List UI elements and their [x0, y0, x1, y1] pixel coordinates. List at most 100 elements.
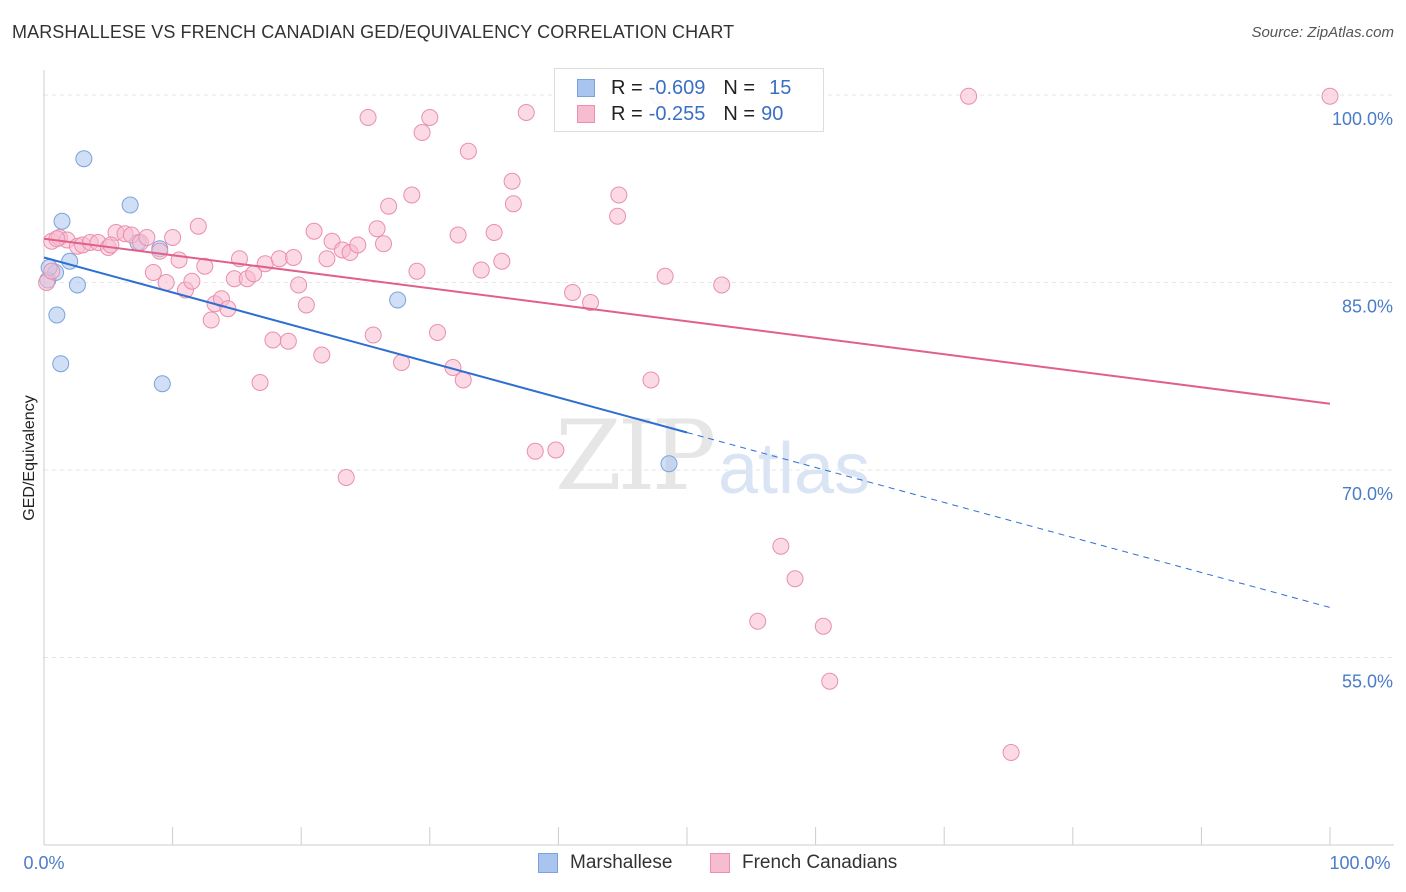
french-canadian-point — [429, 324, 447, 341]
french-canadian-point — [472, 261, 490, 279]
x-tick-label: 100.0% — [1329, 853, 1390, 873]
french-canadian-point — [290, 276, 308, 294]
french-canadian-point — [251, 374, 269, 391]
stats-legend: R = -0.609 N = 15 R = -0.255 N = 90 — [554, 68, 824, 132]
marshallese-point — [389, 291, 407, 309]
r-label: R = — [611, 102, 643, 125]
marshallese-point — [48, 306, 66, 324]
french-canadian-point — [256, 255, 274, 273]
legend-label: French Canadians — [742, 852, 898, 873]
french-canadian-point — [642, 371, 660, 389]
series-legend: Marshallese French Canadians — [0, 852, 1406, 878]
french-canadian-point — [713, 276, 731, 294]
n-label: N = — [723, 102, 756, 125]
french-canadian-point — [359, 109, 377, 126]
marshallese-point — [153, 375, 171, 393]
french-canadian-point — [610, 186, 628, 204]
french-canadian-point — [421, 109, 439, 126]
french-canadian-point — [526, 442, 544, 460]
marshallese-point — [53, 212, 71, 230]
french-canadian-point — [138, 229, 156, 246]
french-canadian-point — [349, 236, 367, 254]
marshallese-trendline-extension — [686, 432, 1331, 608]
french-canadians-swatch — [710, 853, 730, 873]
french-canadian-point — [413, 124, 431, 141]
r-value: -0.609 — [648, 76, 706, 99]
french-canadian-point — [459, 142, 477, 160]
french-canadian-point — [504, 195, 522, 213]
marshallese-point — [68, 276, 86, 294]
legend-label: Marshallese — [570, 852, 673, 873]
french-canadian-point — [485, 224, 503, 241]
french-canadian-point — [656, 267, 674, 285]
french-canadian-point — [43, 262, 61, 280]
legend-item-french-canadians[interactable]: French Canadians — [710, 852, 897, 874]
french-canadian-point — [609, 207, 627, 225]
source-label: Source: ZipAtlas.com — [1251, 24, 1394, 41]
french-canadian-point — [408, 262, 426, 280]
french-canadian-point — [183, 272, 201, 290]
marshallese-swatch — [577, 79, 595, 97]
french-canadian-point — [202, 311, 220, 329]
legend-row-marshallese: R = -0.609 N = 15 — [577, 76, 791, 100]
french-canadian-point — [270, 250, 288, 268]
french-canadian-point — [772, 537, 790, 555]
french-canadian-point — [564, 284, 582, 301]
french-canadian-point — [189, 217, 207, 235]
y-tick-label: 55.0% — [1342, 672, 1393, 692]
french-canadian-point — [297, 296, 315, 314]
y-tick-label: 85.0% — [1342, 297, 1393, 317]
x-tick-label: 0.0% — [23, 853, 64, 873]
french-canadian-point — [960, 87, 978, 105]
marshallese-point — [52, 355, 70, 373]
marshallese-trendline — [43, 256, 688, 434]
french-canadian-point — [151, 242, 169, 260]
marshallese-point — [660, 455, 678, 473]
french-canadian-point — [814, 617, 832, 635]
french-canadian-point — [164, 229, 182, 246]
french-canadian-point — [375, 235, 393, 253]
french-canadian-point — [380, 197, 398, 215]
legend-row-french-canadians: R = -0.255 N = 90 — [577, 102, 783, 126]
french-canadian-point — [582, 294, 600, 311]
french-canadian-point — [337, 469, 355, 486]
french-canadian-point — [284, 249, 302, 266]
french-canadians-swatch — [577, 105, 595, 123]
french-canadian-point — [517, 104, 535, 121]
french-canadian-point — [493, 252, 511, 270]
french-canadian-point — [364, 326, 382, 344]
n-label: N = — [723, 76, 756, 99]
marshallese-point — [75, 150, 93, 168]
french-canadian-point — [786, 570, 804, 588]
watermark-atlas: atlas — [718, 429, 871, 509]
french-canadian-point — [368, 220, 386, 238]
french-canadian-point — [144, 264, 162, 281]
french-canadian-point — [503, 172, 521, 190]
chart-title: MARSHALLESE VS FRENCH CANADIAN GED/EQUIV… — [12, 22, 735, 42]
legend-item-marshallese[interactable]: Marshallese — [538, 852, 672, 874]
marshallese-swatch — [538, 853, 558, 873]
french-canadian-point — [403, 186, 421, 204]
french-canadian-point — [264, 331, 282, 349]
french-canadian-point — [454, 371, 472, 389]
r-value: -0.255 — [648, 102, 706, 125]
n-value: 15 — [769, 76, 792, 99]
french-canadian-point — [102, 236, 120, 254]
french-canadian-point — [821, 672, 839, 690]
marshallese-point — [121, 196, 139, 214]
french-canadian-point — [196, 257, 214, 275]
french-canadian-point — [449, 226, 467, 244]
french-canadian-point — [305, 222, 323, 240]
y-tick-label: 100.0% — [1332, 109, 1393, 129]
french-canadian-point — [313, 346, 331, 364]
y-tick-label: 70.0% — [1342, 484, 1393, 504]
french-canadian-point — [157, 274, 175, 291]
french-canadian-point — [1002, 744, 1020, 761]
n-value: 90 — [761, 102, 784, 125]
french-canadian-trendline — [43, 237, 1331, 405]
french-canadian-point — [547, 441, 565, 459]
r-label: R = — [611, 76, 643, 99]
french-canadian-point — [279, 332, 297, 350]
french-canadian-point — [318, 250, 336, 268]
